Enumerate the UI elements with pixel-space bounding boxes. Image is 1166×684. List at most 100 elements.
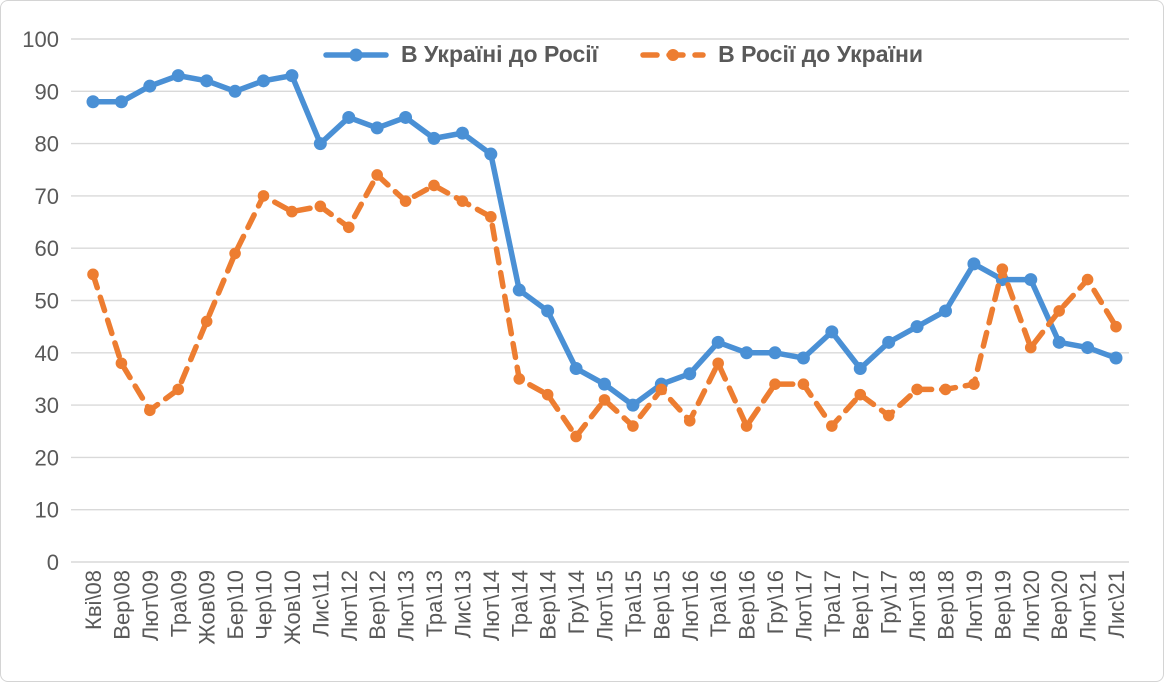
x-axis-tick-label: Лис\21 bbox=[1104, 570, 1129, 638]
data-point-marker bbox=[1024, 273, 1038, 287]
data-point-marker bbox=[342, 221, 355, 234]
y-axis-tick-label: 70 bbox=[35, 184, 59, 209]
data-point-marker bbox=[683, 367, 697, 381]
data-point-marker bbox=[455, 126, 469, 140]
data-point-marker bbox=[541, 304, 555, 318]
y-axis-tick-label: 60 bbox=[35, 236, 59, 261]
legend-label-russia-series: В Росії до України bbox=[718, 41, 924, 67]
data-point-marker bbox=[1024, 341, 1037, 354]
data-point-marker bbox=[882, 409, 895, 422]
data-point-marker bbox=[825, 325, 839, 339]
x-axis-tick-label: Тра\13 bbox=[422, 570, 447, 637]
data-point-marker bbox=[967, 257, 981, 271]
data-point-marker bbox=[427, 131, 441, 145]
x-axis-tick-label: Тра\16 bbox=[706, 570, 731, 637]
x-axis-tick-label: Лют\12 bbox=[337, 570, 362, 641]
data-point-marker bbox=[484, 147, 498, 161]
data-point-marker bbox=[171, 69, 185, 83]
x-axis-tick-label: Жов\10 bbox=[280, 570, 305, 645]
data-point-marker bbox=[683, 414, 696, 427]
x-axis-tick-label: Лис\11 bbox=[308, 570, 333, 637]
legend-dashed-line-icon bbox=[640, 48, 706, 61]
data-point-marker bbox=[228, 84, 242, 98]
data-point-marker bbox=[115, 357, 128, 370]
y-axis-tick-label: 40 bbox=[35, 341, 59, 366]
data-point-marker bbox=[570, 430, 582, 443]
data-point-marker bbox=[882, 335, 896, 349]
data-point-marker bbox=[996, 263, 1009, 275]
data-point-marker bbox=[769, 378, 781, 390]
y-axis-tick-label: 90 bbox=[35, 79, 59, 104]
x-axis-tick-label: Лют\21 bbox=[1076, 570, 1101, 641]
data-point-marker bbox=[200, 74, 214, 88]
x-axis-tick-label: Лют\17 bbox=[791, 570, 816, 641]
y-axis-tick-label: 20 bbox=[35, 445, 59, 470]
y-axis-tick-label: 0 bbox=[47, 550, 59, 575]
data-point-marker bbox=[712, 357, 724, 370]
data-point-marker bbox=[826, 420, 838, 432]
y-axis-tick-label: 80 bbox=[35, 132, 59, 157]
x-axis-tick-label: Кві\08 bbox=[81, 570, 106, 630]
x-axis-tick-label: Лют\19 bbox=[962, 570, 987, 641]
x-axis-tick-label: Лют\18 bbox=[905, 570, 930, 641]
data-point-marker bbox=[598, 377, 611, 391]
data-point-marker bbox=[87, 268, 99, 281]
x-axis-tick-label: Вер\20 bbox=[1047, 570, 1072, 640]
data-point-marker bbox=[114, 95, 128, 109]
data-point-marker bbox=[399, 110, 413, 124]
x-axis-tick-label: Вер\19 bbox=[990, 570, 1015, 640]
data-point-marker bbox=[627, 420, 639, 432]
data-point-marker bbox=[143, 79, 157, 93]
x-axis-tick-label: Тра\14 bbox=[507, 570, 532, 637]
data-point-marker bbox=[740, 346, 754, 360]
data-point-marker bbox=[200, 315, 213, 328]
data-point-marker bbox=[796, 351, 810, 365]
data-point-marker bbox=[342, 110, 356, 124]
x-axis-tick-label: Вер\12 bbox=[365, 570, 390, 640]
data-point-marker bbox=[1109, 351, 1123, 365]
data-point-marker bbox=[1110, 320, 1122, 333]
x-axis-tick-label: Гру\17 bbox=[877, 570, 902, 634]
x-axis-tick-label: Гру\14 bbox=[564, 570, 589, 634]
x-axis-tick-label: Вер\16 bbox=[735, 570, 760, 640]
y-axis-tick-label: 30 bbox=[35, 393, 59, 418]
x-axis-tick-label: Вер\15 bbox=[649, 570, 674, 640]
data-point-marker bbox=[968, 378, 980, 390]
legend-item-russia-series: В Росії до України bbox=[640, 41, 923, 68]
x-axis-tick-label: Вер\17 bbox=[848, 570, 873, 640]
data-point-marker bbox=[939, 383, 952, 396]
data-point-marker bbox=[512, 283, 526, 297]
x-axis-tick-label: Вер\18 bbox=[934, 570, 959, 640]
data-point-marker bbox=[144, 404, 156, 417]
data-point-marker bbox=[768, 346, 782, 360]
x-axis-tick-label: Лют\20 bbox=[1019, 570, 1044, 641]
data-point-marker bbox=[286, 205, 298, 218]
legend-item-ukraine-series: В Україні до Росії bbox=[323, 41, 598, 68]
legend-label-ukraine-series: В Україні до Росії bbox=[401, 41, 599, 67]
x-axis-tick-label: Тра\17 bbox=[820, 570, 845, 637]
data-point-marker bbox=[371, 169, 383, 181]
data-point-marker bbox=[86, 95, 100, 109]
data-point-marker bbox=[257, 190, 270, 202]
data-point-marker bbox=[740, 420, 753, 432]
y-axis-tick-label: 50 bbox=[35, 289, 59, 314]
x-axis-tick-label: Вер\14 bbox=[536, 570, 561, 640]
x-axis-tick-label: Гру\16 bbox=[763, 570, 788, 634]
y-axis-tick-label: 100 bbox=[22, 27, 59, 52]
chart-legend: В Україні до Росії В Росії до України bbox=[323, 41, 923, 68]
data-point-marker bbox=[456, 195, 469, 207]
data-point-marker bbox=[911, 383, 923, 396]
data-point-marker bbox=[257, 74, 270, 88]
data-point-marker bbox=[797, 378, 810, 390]
data-point-marker bbox=[370, 121, 384, 135]
data-point-marker bbox=[854, 388, 867, 401]
data-point-marker bbox=[1052, 335, 1066, 349]
data-point-marker bbox=[626, 398, 640, 412]
data-point-marker bbox=[939, 304, 952, 318]
x-axis-tick-label: Лют\14 bbox=[479, 570, 504, 641]
x-axis-tick-label: Лют\15 bbox=[593, 570, 618, 641]
data-point-marker bbox=[853, 361, 867, 375]
data-point-marker bbox=[285, 69, 299, 83]
data-point-marker bbox=[313, 137, 327, 151]
